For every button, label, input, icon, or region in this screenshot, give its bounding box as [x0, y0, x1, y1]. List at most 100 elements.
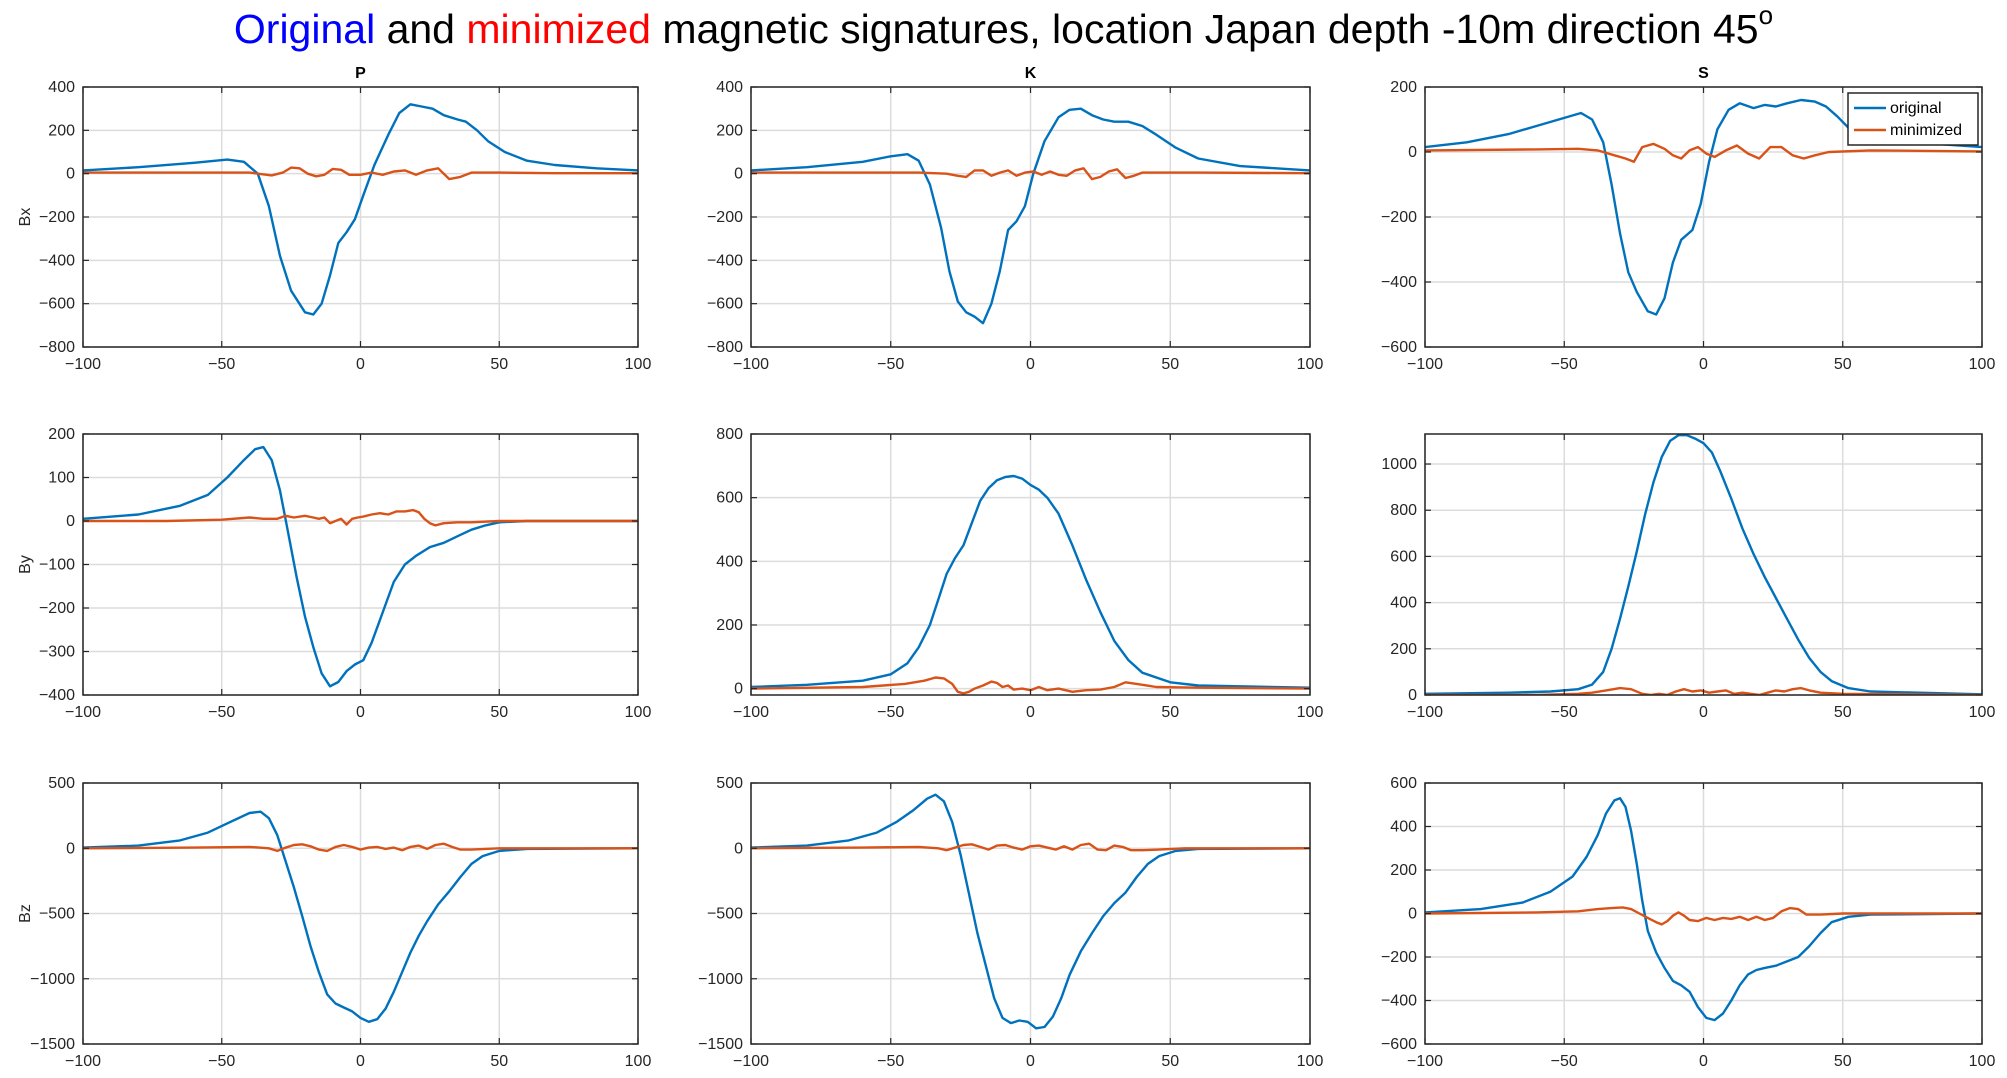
x-tick-label: 0: [356, 704, 365, 721]
x-tick-label: −100: [1407, 356, 1443, 373]
x-tick-label: −50: [208, 704, 235, 721]
series-line-original-by-k: [751, 474, 1310, 689]
y-tick-label: 0: [66, 166, 75, 183]
x-tick-label: 50: [1161, 1053, 1179, 1070]
series-line-original-by-p: [83, 445, 638, 688]
x-tick-label: −100: [733, 1053, 769, 1070]
y-tick-label: −200: [39, 209, 75, 226]
row-label-by: By: [17, 555, 34, 574]
y-tick-label: 1000: [1381, 456, 1417, 473]
x-tick-label: 0: [1026, 1053, 1035, 1070]
y-tick-label: 0: [734, 166, 743, 183]
y-tick-label: −200: [1381, 949, 1417, 966]
x-tick-label: 0: [356, 356, 365, 373]
y-tick-label: 0: [66, 513, 75, 530]
y-tick-label: −800: [39, 339, 75, 356]
y-tick-label: 0: [66, 840, 75, 857]
y-tick-label: −200: [1381, 209, 1417, 226]
x-tick-label: −100: [65, 1053, 101, 1070]
x-tick-label: 100: [1969, 356, 1996, 373]
x-tick-label: 100: [625, 704, 652, 721]
x-tick-label: −50: [1551, 356, 1578, 373]
x-tick-label: 100: [1969, 704, 1996, 721]
series-line-original-bx-p: [83, 103, 638, 316]
y-tick-label: 400: [1390, 819, 1417, 836]
title-degree-superscript: o: [1758, 0, 1774, 30]
y-tick-label: 0: [1408, 144, 1417, 161]
y-tick-label: −1000: [30, 971, 75, 988]
x-tick-label: 0: [1026, 356, 1035, 373]
y-tick-label: 800: [716, 426, 743, 443]
series-line-minimized-bx-p: [83, 166, 638, 181]
series-line-original-by-s: [1425, 434, 1982, 695]
y-tick-label: −200: [707, 209, 743, 226]
y-tick-label: 800: [1390, 502, 1417, 519]
x-tick-label: 0: [356, 1053, 365, 1070]
y-tick-label: −200: [39, 600, 75, 617]
y-tick-label: 200: [1390, 79, 1417, 96]
x-tick-label: 50: [1161, 356, 1179, 373]
y-tick-label: −1000: [698, 971, 743, 988]
x-tick-label: −100: [1407, 1053, 1443, 1070]
x-tick-label: 100: [1297, 356, 1324, 373]
x-tick-label: −100: [65, 356, 101, 373]
series-line-minimized-bz-k: [751, 842, 1310, 852]
y-tick-label: −100: [39, 557, 75, 574]
x-tick-label: −100: [733, 704, 769, 721]
series-line-minimized-bz-p: [83, 842, 638, 853]
legend-box: [1847, 92, 1979, 146]
y-tick-label: 100: [48, 470, 75, 487]
y-tick-label: −400: [39, 252, 75, 269]
y-tick-label: 600: [1390, 548, 1417, 565]
y-tick-label: 500: [716, 775, 743, 792]
y-tick-label: −400: [1381, 993, 1417, 1010]
y-tick-label: 200: [716, 617, 743, 634]
y-tick-label: −600: [1381, 339, 1417, 356]
x-tick-label: 100: [625, 356, 652, 373]
x-tick-label: 0: [1699, 1053, 1708, 1070]
y-tick-label: −500: [39, 906, 75, 923]
series-line-original-bx-k: [751, 107, 1310, 325]
y-tick-label: −1500: [30, 1036, 75, 1053]
y-tick-label: −800: [707, 339, 743, 356]
series-line-minimized-by-p: [83, 508, 638, 527]
series-line-original-bz-p: [83, 810, 638, 1023]
title-minimized-word: minimized: [466, 6, 651, 52]
y-tick-label: 200: [48, 426, 75, 443]
x-tick-label: 50: [490, 704, 508, 721]
x-tick-label: −50: [208, 1053, 235, 1070]
title-original-word: Original: [233, 6, 376, 52]
y-tick-label: 400: [716, 79, 743, 96]
series-line-minimized-bz-s: [1425, 906, 1982, 926]
y-tick-label: −600: [707, 296, 743, 313]
y-tick-label: −1500: [698, 1036, 743, 1053]
x-tick-label: 100: [1297, 1053, 1324, 1070]
y-tick-label: −300: [39, 644, 75, 661]
y-tick-label: −400: [1381, 274, 1417, 291]
y-tick-label: 0: [1408, 687, 1417, 704]
y-tick-label: 200: [48, 122, 75, 139]
series-line-minimized-by-s: [1425, 686, 1982, 695]
x-tick-label: −100: [1407, 704, 1443, 721]
y-tick-label: 400: [48, 79, 75, 96]
x-tick-label: 50: [1834, 1053, 1852, 1070]
y-tick-label: 200: [1390, 862, 1417, 879]
y-tick-label: −400: [39, 687, 75, 704]
series-line-original-bz-s: [1425, 797, 1982, 1022]
column-title-s: S: [1698, 65, 1709, 82]
y-tick-label: 200: [1390, 641, 1417, 658]
series-line-minimized-bx-k: [751, 167, 1310, 181]
x-tick-label: 50: [1834, 704, 1852, 721]
x-tick-label: −100: [65, 704, 101, 721]
series-line-original-bz-k: [751, 793, 1310, 1030]
y-tick-label: 0: [1408, 906, 1417, 923]
title-and-word: and: [375, 6, 467, 52]
x-tick-label: 50: [1834, 356, 1852, 373]
series-line-minimized-bx-s: [1425, 142, 1982, 163]
x-tick-label: 50: [1161, 704, 1179, 721]
column-title-p: P: [355, 65, 366, 82]
y-tick-label: −600: [1381, 1036, 1417, 1053]
x-tick-label: 0: [1026, 704, 1035, 721]
x-tick-label: 100: [1297, 704, 1324, 721]
